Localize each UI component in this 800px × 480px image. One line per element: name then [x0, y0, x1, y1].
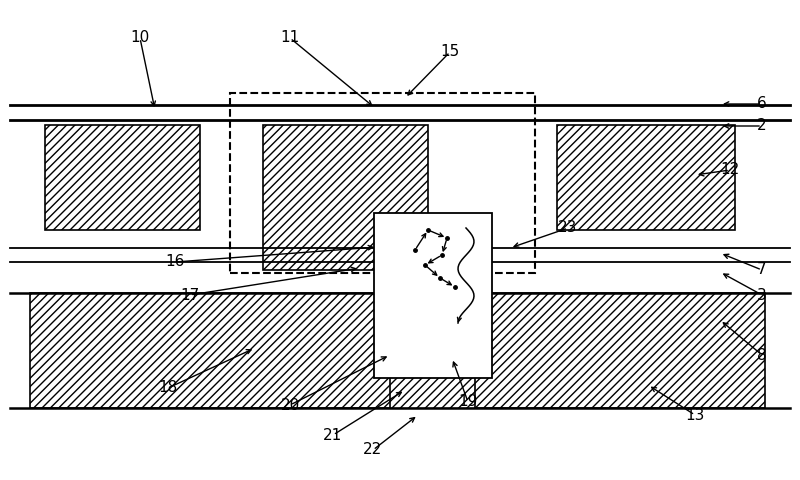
Text: 12: 12: [720, 163, 740, 178]
Text: 2: 2: [757, 119, 767, 133]
Text: 16: 16: [166, 254, 185, 269]
Bar: [390, 293, 475, 408]
Bar: [374, 213, 492, 378]
Bar: [45, 125, 200, 230]
Text: 18: 18: [158, 381, 178, 396]
Bar: [263, 125, 428, 270]
Text: 23: 23: [558, 220, 578, 236]
Text: 13: 13: [686, 408, 705, 422]
Bar: [30, 293, 765, 408]
Text: 6: 6: [757, 96, 767, 111]
Text: 19: 19: [458, 395, 478, 409]
Text: 3: 3: [757, 288, 767, 302]
Text: 21: 21: [323, 428, 342, 443]
Text: 7: 7: [757, 263, 767, 277]
Text: 15: 15: [440, 45, 460, 60]
Bar: [557, 125, 735, 230]
Text: 20: 20: [280, 397, 300, 412]
Text: 11: 11: [280, 31, 300, 46]
Text: 22: 22: [363, 443, 382, 457]
Text: 17: 17: [180, 288, 200, 302]
Bar: [230, 93, 535, 273]
Text: 8: 8: [757, 348, 767, 362]
Text: 10: 10: [130, 31, 150, 46]
